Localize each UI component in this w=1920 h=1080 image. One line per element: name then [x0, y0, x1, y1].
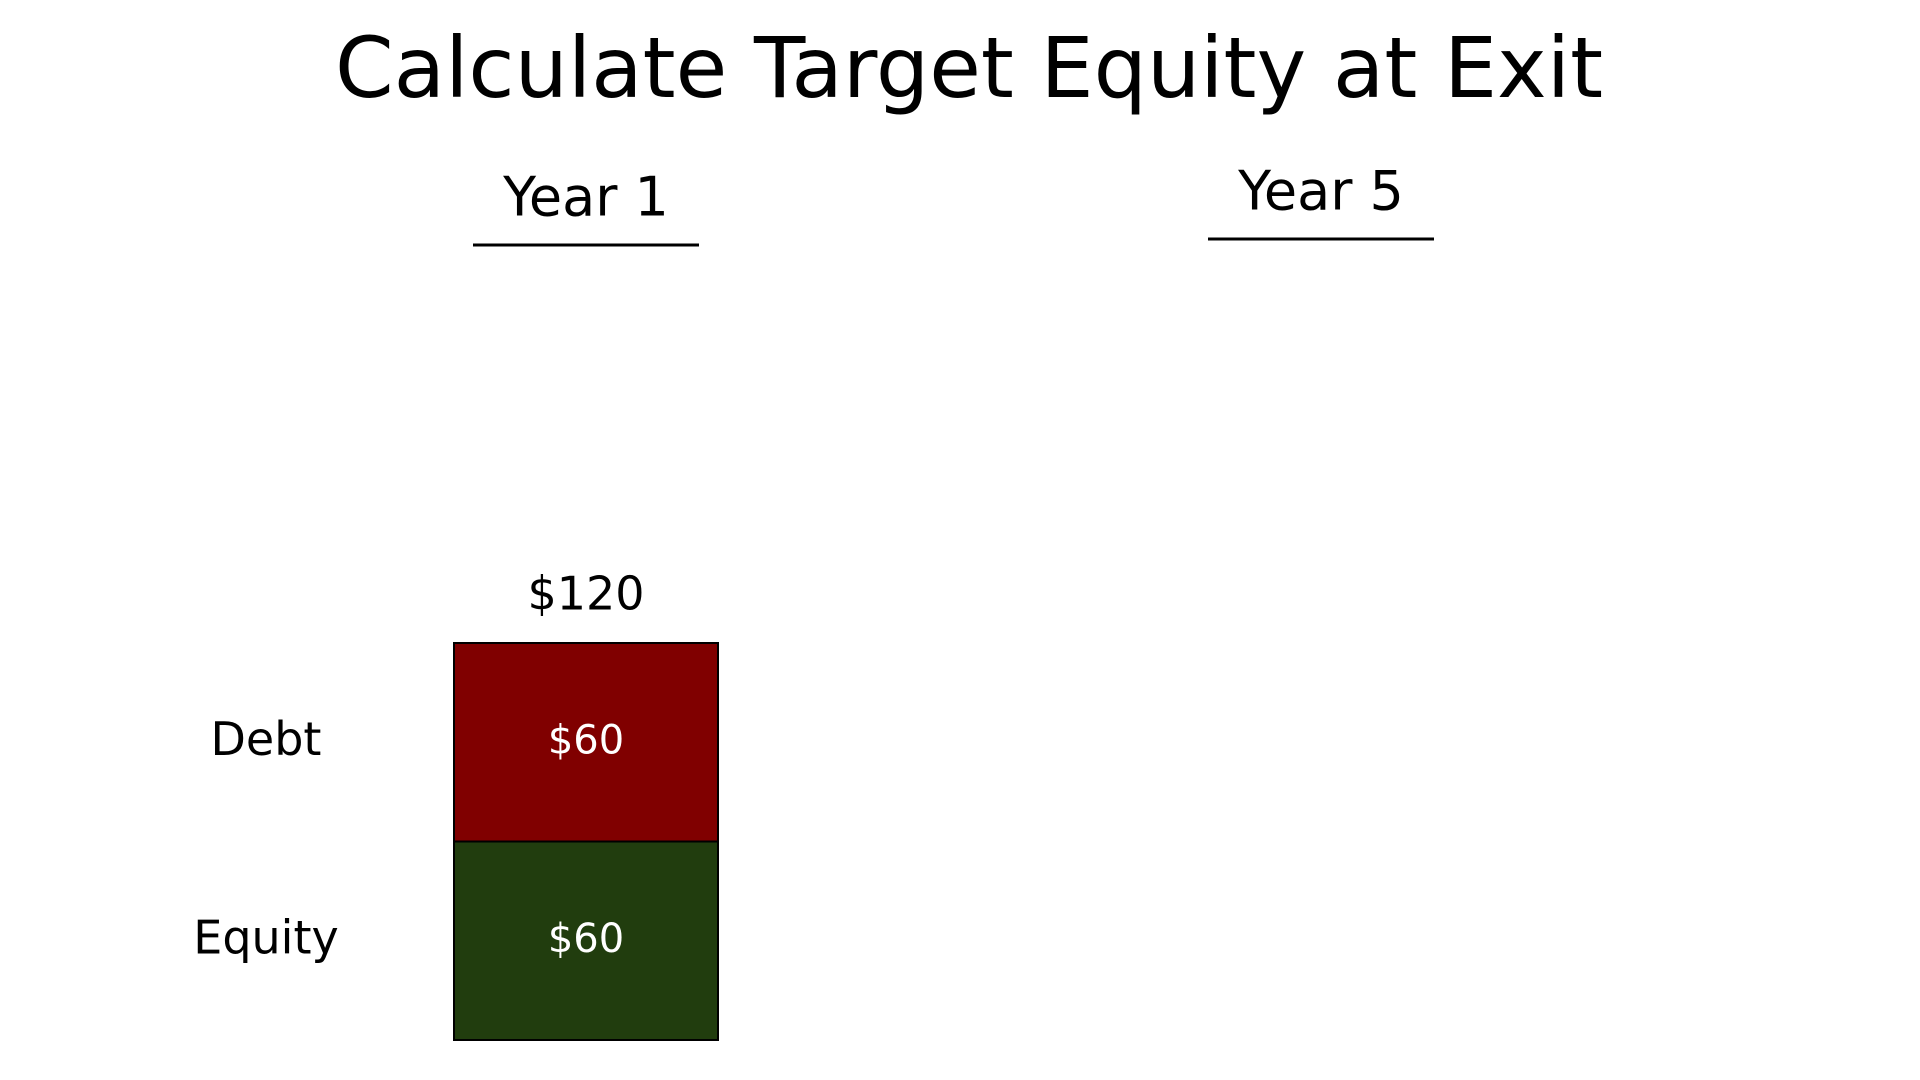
category-label: Year 1: [502, 166, 669, 229]
bar-segment: [453, 840, 719, 1041]
row-label: Debt: [211, 712, 322, 766]
chart-title: Calculate Target Equity at Exit: [335, 19, 1603, 117]
bar-segment: [453, 642, 719, 843]
segment-label: $60: [548, 916, 624, 962]
category-label: Year 5: [1237, 160, 1404, 223]
total-label: $120: [527, 567, 644, 621]
segment-label: $60: [548, 717, 624, 763]
row-label: Equity: [193, 910, 338, 964]
